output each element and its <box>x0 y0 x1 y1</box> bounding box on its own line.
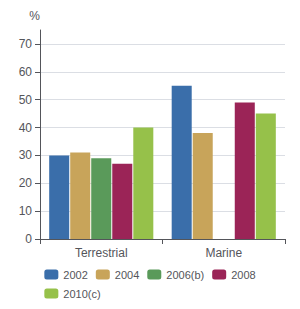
svg-text:40: 40 <box>19 121 33 135</box>
svg-text:50: 50 <box>19 93 33 107</box>
svg-text:20: 20 <box>19 176 33 190</box>
svg-text:60: 60 <box>19 65 33 79</box>
svg-text:10: 10 <box>19 204 33 218</box>
svg-text:Marine: Marine <box>205 246 242 260</box>
svg-text:30: 30 <box>19 148 33 162</box>
svg-text:%: % <box>29 9 40 23</box>
svg-text:70: 70 <box>19 37 33 51</box>
svg-text:2008: 2008 <box>231 269 255 281</box>
svg-text:2002: 2002 <box>63 269 87 281</box>
svg-text:0: 0 <box>25 232 32 246</box>
svg-text:2006(b): 2006(b) <box>166 269 204 281</box>
svg-text:Terrestrial: Terrestrial <box>75 246 128 260</box>
svg-text:2010(c): 2010(c) <box>63 288 100 300</box>
svg-text:2004: 2004 <box>115 269 139 281</box>
